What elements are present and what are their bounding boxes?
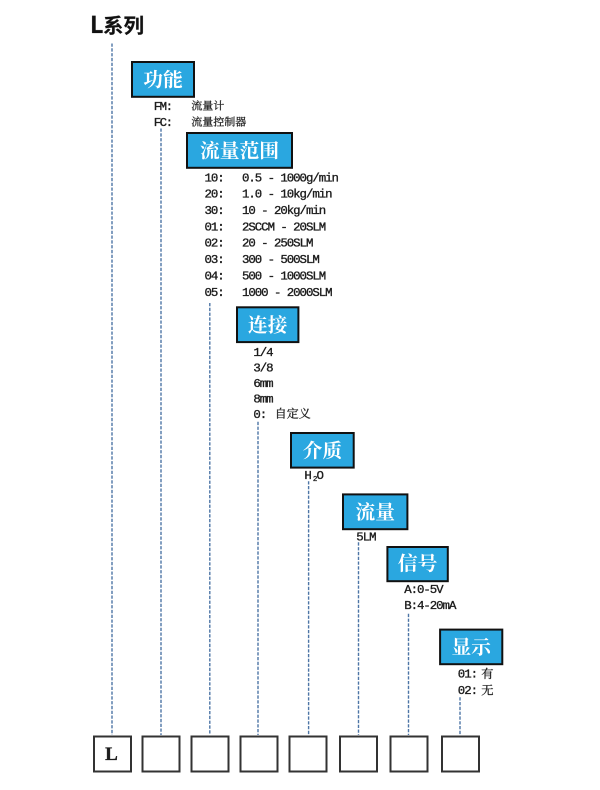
svg-text:FC:: FC:: [154, 116, 172, 130]
svg-text:2: 2: [313, 476, 318, 484]
svg-text:3/8: 3/8: [253, 361, 273, 375]
svg-text:30:: 30:: [205, 204, 224, 218]
svg-text:6mm: 6mm: [253, 377, 273, 391]
svg-text:A:0-5V: A:0-5V: [404, 583, 444, 597]
svg-text:10:: 10:: [205, 171, 224, 185]
svg-text:1000 - 2000SLM: 1000 - 2000SLM: [242, 286, 332, 300]
svg-text:03:: 03:: [205, 253, 224, 267]
svg-text:L: L: [105, 744, 118, 765]
svg-text:H: H: [304, 469, 311, 483]
svg-text:0:: 0:: [253, 408, 266, 422]
svg-text:0.5 - 1000g/min: 0.5 - 1000g/min: [242, 171, 339, 185]
svg-text:10 - 20kg/min: 10 - 20kg/min: [242, 204, 326, 218]
svg-text:O: O: [317, 469, 324, 483]
svg-text:1.0 - 10kg/min: 1.0 - 10kg/min: [242, 188, 332, 202]
svg-text:B:4-20mA: B:4-20mA: [404, 599, 457, 613]
svg-text:300 - 500SLM: 300 - 500SLM: [242, 253, 319, 267]
svg-text:01:: 01:: [458, 668, 477, 682]
svg-text:02:: 02:: [458, 684, 477, 698]
svg-text:1/4: 1/4: [253, 346, 273, 360]
svg-text:FM:: FM:: [154, 100, 172, 114]
svg-text:01:: 01:: [205, 220, 224, 234]
svg-text:5LM: 5LM: [356, 531, 376, 545]
svg-text:2SCCM - 20SLM: 2SCCM - 20SLM: [242, 220, 326, 234]
svg-text:20 - 250SLM: 20 - 250SLM: [242, 237, 313, 251]
svg-text:20:: 20:: [205, 188, 224, 202]
svg-text:500 - 1000SLM: 500 - 1000SLM: [242, 269, 326, 283]
svg-text:8mm: 8mm: [253, 392, 273, 406]
svg-text:02:: 02:: [205, 237, 224, 251]
svg-text:05:: 05:: [205, 286, 224, 300]
svg-text:04:: 04:: [205, 269, 224, 283]
